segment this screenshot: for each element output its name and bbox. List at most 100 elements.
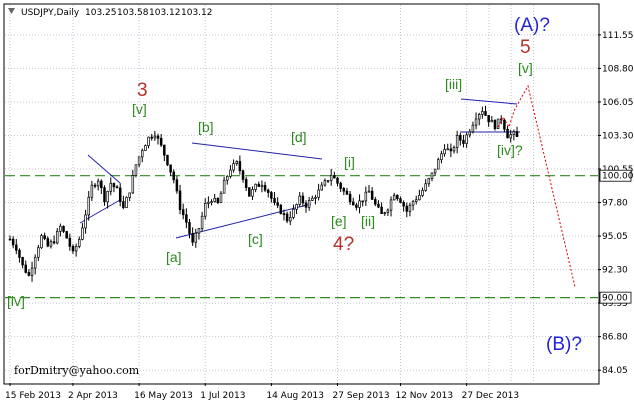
candle xyxy=(226,175,229,185)
candle xyxy=(194,228,198,248)
candle-body xyxy=(137,156,141,166)
candle xyxy=(512,129,516,141)
candle-body xyxy=(172,171,176,181)
y-tick-label-9: 86.80 xyxy=(602,333,628,343)
candle-body xyxy=(493,120,497,130)
y-tick-label-2: 106.05 xyxy=(602,98,634,108)
candle-body xyxy=(320,184,324,191)
candle-body xyxy=(459,135,462,141)
candle xyxy=(421,187,424,197)
wave-label-2: [v] xyxy=(518,60,533,76)
candle-body xyxy=(169,164,172,173)
candle xyxy=(219,191,223,204)
candle xyxy=(106,190,109,209)
y-axis: 111.55108.80106.05103.30100.5597.8095.05… xyxy=(598,31,634,376)
candle-body xyxy=(122,201,125,209)
candle-body xyxy=(326,179,330,182)
candle-body xyxy=(93,184,97,187)
candle-body xyxy=(30,267,34,276)
candle xyxy=(137,156,141,168)
candle-body xyxy=(216,197,220,204)
candle-body xyxy=(317,189,320,198)
candle xyxy=(18,248,21,263)
candle xyxy=(84,209,87,234)
candle xyxy=(153,130,157,141)
candle-body xyxy=(112,182,116,188)
candle-body xyxy=(314,197,317,199)
candle xyxy=(481,106,484,119)
price-marker-box-1 xyxy=(599,291,632,304)
candle xyxy=(112,182,116,193)
candle xyxy=(134,164,138,178)
candle-body xyxy=(339,182,342,189)
trend-line-4 xyxy=(460,98,518,105)
candle-body xyxy=(21,256,24,266)
candle xyxy=(125,196,128,209)
candle xyxy=(197,228,201,240)
candle-body xyxy=(361,200,364,203)
candle xyxy=(282,209,286,221)
candle-body xyxy=(78,239,81,247)
candle xyxy=(355,202,358,211)
credit-text: forDmitry@yahoo.com xyxy=(14,364,140,377)
trend-line-2 xyxy=(191,142,323,160)
candle xyxy=(257,181,261,187)
candle-body xyxy=(270,192,273,199)
candle-body xyxy=(266,189,270,193)
candle xyxy=(392,192,396,201)
ohlc-low: 103.12 xyxy=(149,8,181,18)
candle-body xyxy=(386,209,390,213)
candle-body xyxy=(408,204,412,212)
candle xyxy=(115,185,119,189)
candle-body xyxy=(200,215,204,229)
ohlc-close: 103.12 xyxy=(181,8,213,18)
trend-line-0 xyxy=(87,154,121,184)
plot-frame xyxy=(3,3,600,385)
x-tick-label-2: 16 May 2013 xyxy=(134,391,193,401)
candle xyxy=(301,192,305,207)
candle xyxy=(311,195,314,202)
candle-body xyxy=(37,247,40,258)
chart-menu-icon[interactable] xyxy=(8,8,15,14)
candle-body xyxy=(414,199,418,202)
candle xyxy=(254,183,257,193)
candle xyxy=(408,202,412,217)
candle-body xyxy=(292,208,295,218)
candle-body xyxy=(235,161,238,164)
candle xyxy=(270,190,273,203)
candle xyxy=(477,112,481,126)
candle xyxy=(52,235,56,245)
candle xyxy=(74,243,78,257)
candle-body xyxy=(443,149,446,155)
candle-body xyxy=(229,169,232,177)
candle-body xyxy=(342,188,346,192)
candle xyxy=(128,192,131,202)
candle xyxy=(150,133,153,141)
candle-body xyxy=(380,206,383,214)
candle xyxy=(449,143,453,158)
candle xyxy=(78,236,81,249)
y-tick-label-1: 108.80 xyxy=(602,64,634,74)
y-tick-label-0: 111.55 xyxy=(602,31,634,41)
y-tick-label-8: 89.55 xyxy=(602,299,628,309)
candle xyxy=(383,211,386,216)
candle xyxy=(317,183,320,201)
candle xyxy=(93,183,97,189)
candle xyxy=(509,129,512,143)
candle xyxy=(235,160,238,166)
wave-label-16: (B)? xyxy=(546,334,582,355)
candle xyxy=(484,105,487,117)
candle xyxy=(21,256,24,269)
candle xyxy=(333,171,336,179)
candle xyxy=(506,125,509,139)
candle xyxy=(147,136,150,149)
candle xyxy=(314,194,317,205)
candle xyxy=(55,228,59,245)
candle xyxy=(446,143,449,151)
candle xyxy=(200,211,204,232)
candle-body xyxy=(18,249,21,258)
candle-body xyxy=(487,115,490,123)
candle xyxy=(232,159,235,173)
candle-body xyxy=(90,184,94,198)
candle-body xyxy=(449,148,453,152)
